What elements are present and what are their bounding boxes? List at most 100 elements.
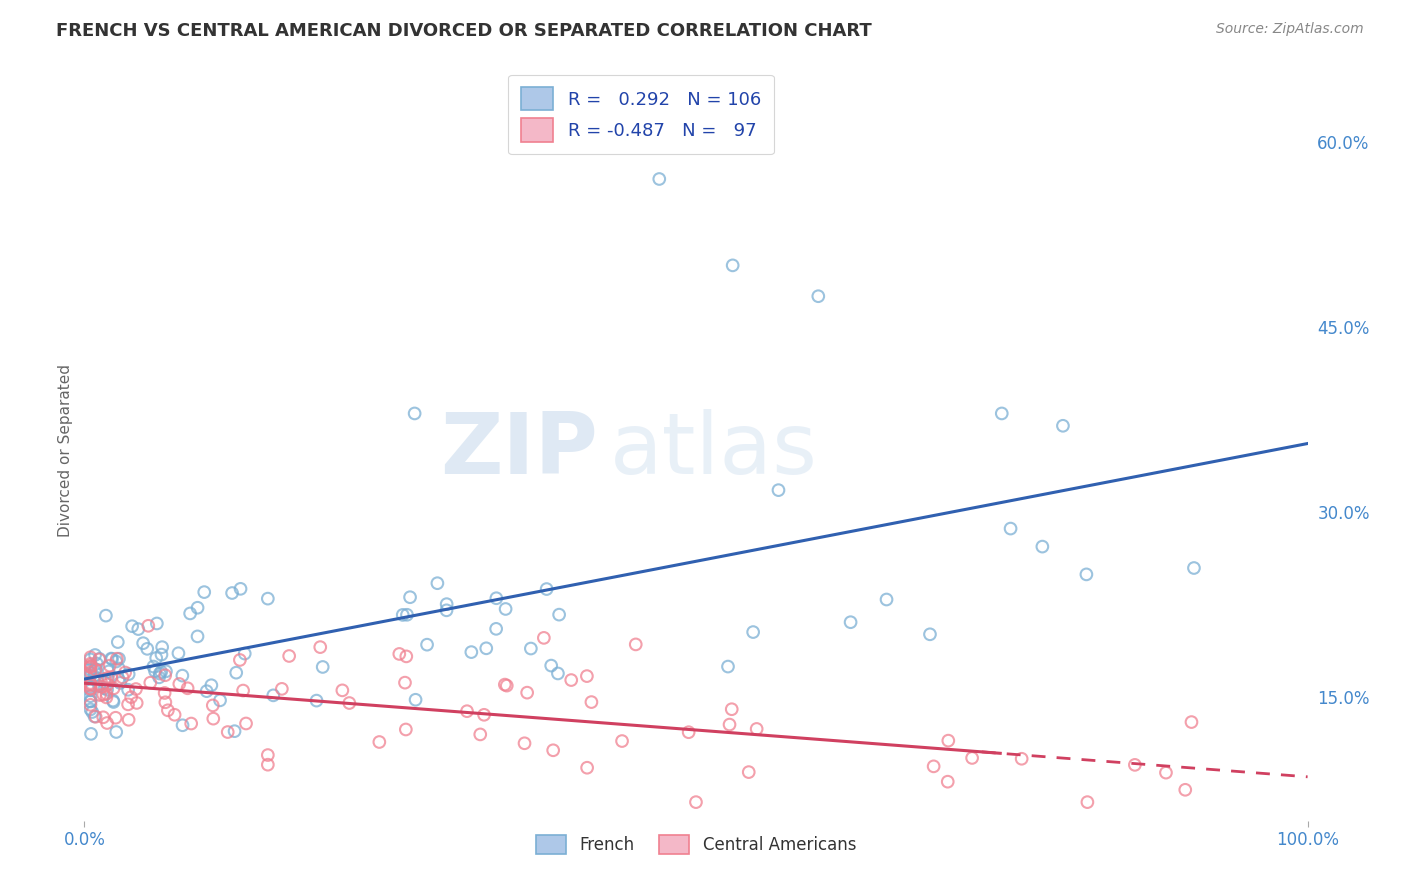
Point	[125, 681, 148, 696]
Point	[229, 582, 252, 596]
Point	[153, 668, 176, 682]
Point	[1154, 765, 1177, 780]
Point	[79, 666, 101, 681]
Point	[470, 727, 492, 741]
Point	[918, 627, 941, 641]
Point	[717, 659, 740, 673]
Point	[79, 677, 101, 691]
Point	[82, 705, 104, 719]
Point	[456, 704, 478, 718]
Point	[1031, 540, 1053, 554]
Point	[105, 651, 128, 665]
Point	[405, 692, 427, 706]
Point	[79, 650, 101, 665]
Point	[79, 676, 101, 690]
Point	[79, 680, 101, 694]
Point	[79, 694, 101, 708]
Point	[193, 585, 215, 599]
Point	[108, 676, 131, 690]
Point	[111, 670, 134, 684]
Point	[540, 658, 562, 673]
Point	[79, 683, 101, 698]
Point	[1000, 522, 1022, 536]
Point	[89, 688, 111, 702]
Point	[163, 707, 186, 722]
Point	[533, 631, 555, 645]
Point	[876, 592, 898, 607]
Point	[221, 586, 243, 600]
Point	[388, 647, 411, 661]
Point	[485, 622, 508, 636]
Point	[536, 582, 558, 596]
Point	[394, 675, 416, 690]
Point	[581, 695, 603, 709]
Point	[1123, 757, 1146, 772]
Point	[97, 665, 120, 679]
Point	[172, 668, 194, 682]
Point	[179, 607, 201, 621]
Point	[79, 679, 101, 693]
Point	[176, 681, 198, 696]
Point	[150, 665, 173, 679]
Point	[79, 652, 101, 666]
Point	[100, 651, 122, 665]
Point	[96, 687, 118, 701]
Point	[84, 663, 107, 677]
Point	[648, 172, 671, 186]
Point	[395, 649, 418, 664]
Point	[1076, 795, 1098, 809]
Point	[224, 724, 246, 739]
Point	[391, 607, 413, 622]
Point	[426, 576, 449, 591]
Legend: French, Central Americans: French, Central Americans	[529, 828, 863, 861]
Point	[142, 659, 165, 673]
Point	[90, 680, 112, 694]
Point	[107, 635, 129, 649]
Point	[156, 703, 179, 717]
Point	[1076, 567, 1098, 582]
Point	[79, 663, 101, 677]
Point	[217, 725, 239, 739]
Point	[136, 619, 159, 633]
Point	[84, 648, 107, 662]
Point	[79, 681, 101, 696]
Point	[117, 682, 139, 697]
Point	[117, 698, 139, 712]
Point	[1011, 752, 1033, 766]
Point	[720, 702, 742, 716]
Point	[83, 669, 105, 683]
Point	[79, 668, 101, 682]
Point	[404, 407, 426, 421]
Point	[685, 795, 707, 809]
Point	[399, 591, 422, 605]
Point	[101, 652, 124, 666]
Point	[436, 603, 458, 617]
Point	[209, 693, 232, 707]
Point	[139, 675, 162, 690]
Point	[416, 638, 439, 652]
Point	[80, 727, 103, 741]
Point	[305, 693, 328, 707]
Point	[460, 645, 482, 659]
Point	[960, 751, 983, 765]
Point	[560, 673, 582, 687]
Point	[121, 619, 143, 633]
Point	[148, 670, 170, 684]
Point	[172, 718, 194, 732]
Point	[79, 698, 101, 712]
Point	[114, 665, 136, 680]
Point	[118, 667, 141, 681]
Point	[132, 636, 155, 650]
Point	[146, 616, 169, 631]
Point	[312, 660, 335, 674]
Point	[495, 602, 517, 616]
Text: FRENCH VS CENTRAL AMERICAN DIVORCED OR SEPARATED CORRELATION CHART: FRENCH VS CENTRAL AMERICAN DIVORCED OR S…	[56, 22, 872, 40]
Point	[718, 717, 741, 731]
Point	[167, 646, 190, 660]
Point	[436, 597, 458, 611]
Point	[104, 711, 127, 725]
Point	[97, 671, 120, 685]
Point	[745, 722, 768, 736]
Point	[84, 710, 107, 724]
Point	[100, 671, 122, 685]
